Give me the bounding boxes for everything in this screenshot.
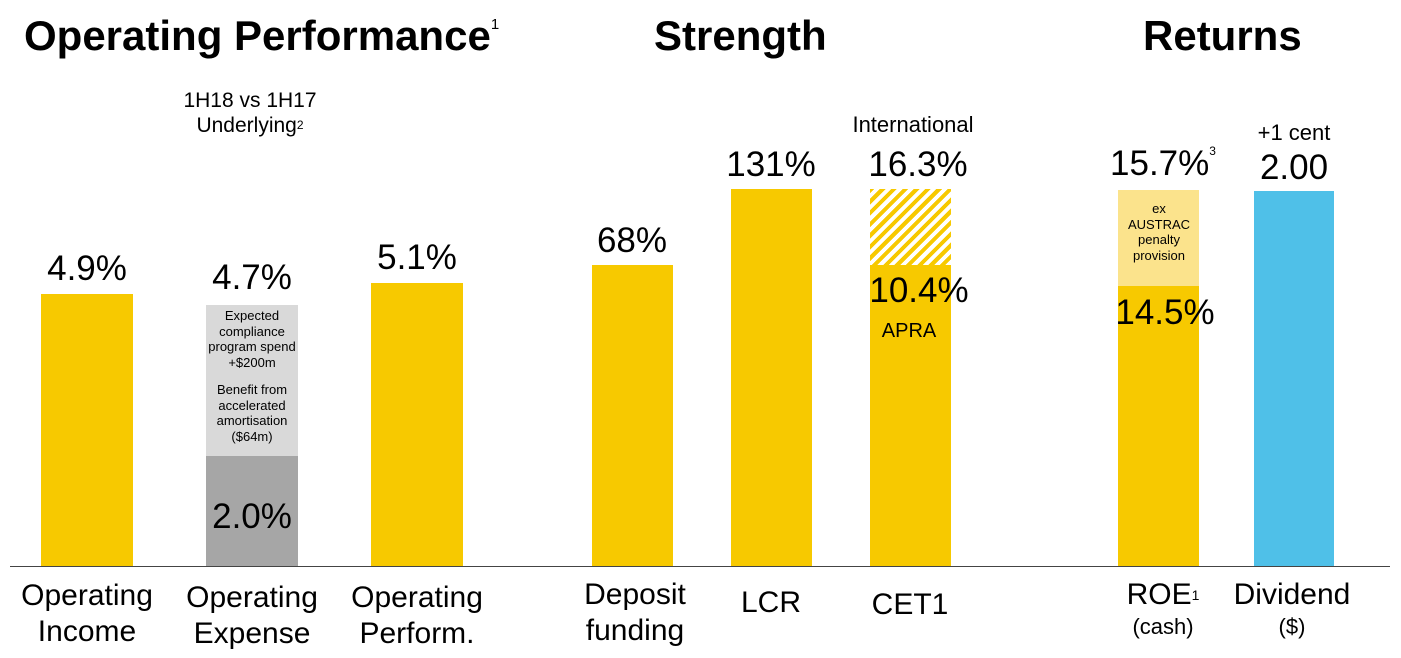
note-line: ($64m)	[231, 428, 273, 444]
footnote-marker: 1	[1191, 587, 1200, 603]
category-operating-perform: Operating Perform.	[342, 580, 492, 652]
bar-deposit-funding	[592, 265, 673, 566]
bar-cet1-apra	[870, 265, 951, 566]
category-roe-main-wrap: ROE1	[1088, 577, 1238, 613]
bar-dividend	[1254, 191, 1334, 566]
subtitle-line-1: 1H18 vs 1H17	[183, 89, 317, 112]
category-dividend: Dividend ($)	[1217, 577, 1367, 641]
category-line: Operating	[186, 581, 318, 614]
note-line: penalty	[1138, 232, 1180, 247]
bar-lcr	[731, 189, 812, 566]
value-label-lcr: 131%	[726, 145, 816, 184]
category-line: Expense	[193, 617, 311, 650]
note-compliance-spend: Expected compliance program spend +$200m	[196, 308, 308, 370]
footnote-marker: 3	[1209, 144, 1216, 158]
note-line: AUSTRAC	[1127, 216, 1191, 232]
value-label-cet1-international: 16.3%	[868, 145, 968, 184]
bar-operating-perform	[371, 283, 463, 566]
category-roe-main: ROE	[1126, 578, 1192, 611]
label-plus-one-cent: +1 cent	[1257, 120, 1331, 145]
category-line: Income	[37, 615, 137, 648]
bar-roe	[1118, 286, 1199, 566]
subtitle-line-2: Underlying	[196, 114, 297, 137]
category-lcr: LCR	[740, 586, 801, 619]
value-label-roe-ex: 15.7%	[1110, 144, 1210, 183]
chart-subtitle: 1H18 vs 1H17 Underlying2	[140, 88, 360, 138]
value-label-operating-income: 4.9%	[47, 249, 127, 288]
note-accelerated-amortisation: Benefit from accelerated amortisation ($…	[196, 382, 308, 444]
note-line: compliance	[219, 323, 285, 339]
bar-roe-ex-austrac	[1118, 190, 1199, 286]
bar-cet1-international	[870, 189, 951, 265]
category-roe: ROE1 (cash)	[1088, 577, 1238, 641]
value-label-operating-perform: 5.1%	[377, 238, 457, 277]
note-line: Benefit from	[216, 382, 288, 397]
subtitle-line-2-wrap: Underlying2	[140, 113, 360, 138]
bar-operating-income	[41, 294, 133, 566]
value-label-roe: 14.5%	[1115, 293, 1215, 332]
section-title-returns: Returns	[1143, 12, 1302, 59]
footnote-marker: 2	[296, 118, 304, 132]
category-operating-income: Operating Income	[12, 578, 162, 650]
category-operating-expense: Operating Expense	[177, 580, 327, 652]
note-line: ex	[1152, 201, 1166, 216]
section-title-operating-performance: Operating Performance1	[24, 12, 500, 59]
note-ex-austrac: ex AUSTRAC penalty provision	[1113, 201, 1205, 263]
x-axis-baseline	[10, 566, 1390, 567]
value-label-dividend: 2.00	[1259, 148, 1329, 187]
label-apra: APRA	[881, 320, 937, 342]
category-line: Perform.	[359, 617, 475, 650]
category-line: funding	[585, 614, 685, 647]
category-line: Operating	[351, 581, 483, 614]
section-title-strength: Strength	[654, 12, 827, 59]
note-line: +$200m	[228, 354, 276, 370]
label-international: International	[852, 112, 974, 137]
category-dividend-main: Dividend	[1233, 578, 1351, 611]
bar-operating-expense-increment	[206, 305, 298, 456]
note-line: Expected	[224, 308, 280, 323]
value-label-operating-expense: 4.7%	[212, 258, 292, 297]
category-line: Deposit	[584, 578, 686, 611]
note-line: amortisation	[216, 413, 288, 428]
note-line: program spend	[208, 339, 296, 354]
category-cet1: CET1	[871, 588, 949, 621]
value-label-deposit-funding: 68%	[596, 221, 668, 260]
note-line: provision	[1132, 247, 1186, 263]
category-deposit-funding: Deposit funding	[560, 577, 710, 649]
value-label-roe-ex-wrap: 15.7%3	[1098, 144, 1228, 184]
category-line: Operating	[21, 579, 153, 612]
value-label-cet1-apra: 10.4%	[869, 271, 969, 310]
note-line: accelerated	[218, 397, 286, 413]
category-roe-sub: (cash)	[1132, 614, 1194, 639]
category-dividend-sub: ($)	[1278, 614, 1306, 639]
bar-operating-expense-base	[206, 456, 298, 566]
footnote-marker: 1	[490, 16, 500, 33]
value-label-operating-expense-base: 2.0%	[212, 497, 292, 536]
